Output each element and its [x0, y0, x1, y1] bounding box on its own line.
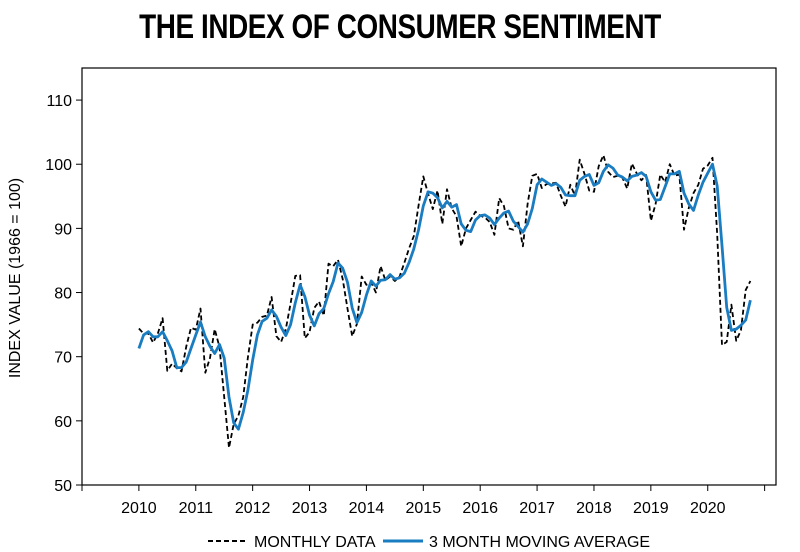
y-tick-label: 50: [54, 478, 72, 495]
legend-label-monthly: MONTHLY DATA: [254, 534, 376, 551]
x-tick-label: 2015: [406, 500, 442, 517]
y-tick-label: 80: [54, 286, 72, 303]
y-axis-label: INDEX VALUE (1966 = 100): [7, 178, 24, 378]
series-line-moving-average: [137, 162, 752, 431]
y-tick-label: 110: [46, 93, 72, 110]
axis-ticks: 50 60 70 80 90 100 110 2010 2011 2012 2013 2014 2015…: [45, 93, 766, 517]
y-tick-label: 100: [45, 157, 72, 174]
x-tick-label: 2012: [235, 500, 271, 517]
x-tick-label: 2018: [576, 500, 612, 517]
x-tick-label: 2014: [349, 500, 385, 517]
x-tick-label: 2011: [179, 500, 214, 517]
x-tick-label: 2013: [292, 500, 328, 517]
legend-label-moving-average: 3 MONTH MOVING AVERAGE: [429, 534, 650, 551]
y-tick-label: 90: [54, 221, 72, 238]
x-tick-label: 2020: [690, 500, 726, 517]
x-tick-label: 2019: [633, 500, 669, 517]
plot-area-frame: [81, 67, 777, 486]
x-tick-label: 2016: [462, 500, 498, 517]
legend: MONTHLY DATA 3 MONTH MOVING AVERAGE: [208, 534, 650, 551]
chart-title: THE INDEX OF CONSUMER SENTIMENT: [139, 8, 661, 46]
y-tick-label: 60: [54, 414, 72, 431]
x-tick-label: 2010: [121, 500, 157, 517]
series-lines: [137, 154, 752, 449]
y-tick-label: 70: [54, 350, 72, 367]
x-tick-label: 2017: [519, 500, 555, 517]
